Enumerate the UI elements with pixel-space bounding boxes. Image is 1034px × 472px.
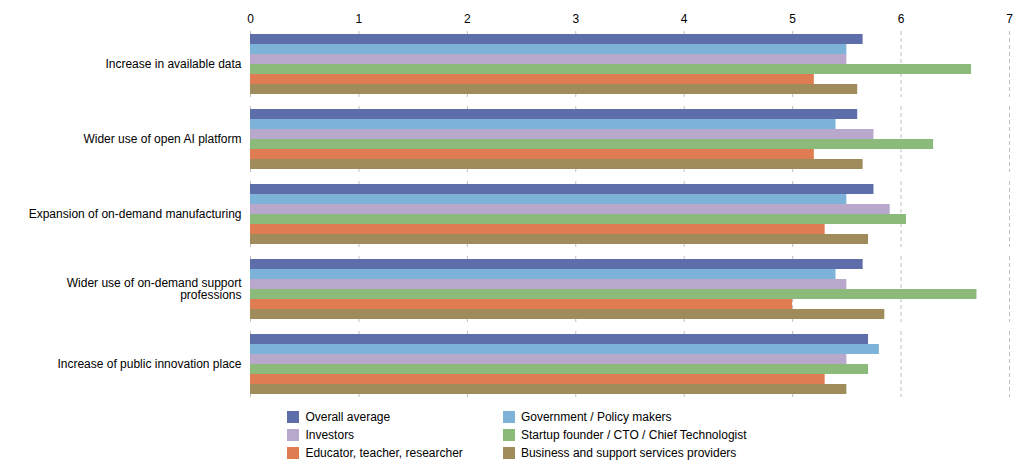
html-text:Educator, teacher, researcher: Educator, teacher, researcher <box>305 446 463 460</box>
svg-text:0: 0 <box>247 12 254 26</box>
html-text:Investors: Investors <box>305 428 355 442</box>
html-text:Business and support services: Business and support services providers <box>520 446 737 460</box>
svg-text:Wider use of on-demand support: Wider use of on-demand supportprofession… <box>67 276 242 302</box>
svg-text:4: 4 <box>681 12 688 26</box>
svg-text:2: 2 <box>464 12 471 26</box>
svg-text:7: 7 <box>1006 12 1013 26</box>
html-text:Overall average: Overall average <box>305 410 391 424</box>
svg-text:5: 5 <box>789 12 796 26</box>
html-text:Government / Policy makers: Government / Policy makers <box>520 410 672 424</box>
svg-text:3: 3 <box>572 12 579 26</box>
svg-text:1: 1 <box>356 12 363 26</box>
svg-text:Expansion of on-demand manufac: Expansion of on-demand manufacturing <box>29 207 242 221</box>
svg-text:6: 6 <box>898 12 905 26</box>
svg-text:Increase in available data: Increase in available data <box>105 57 241 71</box>
svg-text:Increase of public innovation: Increase of public innovation place <box>57 357 241 371</box>
svg-text:Wider use of open AI platform: Wider use of open AI platform <box>83 132 241 146</box>
html-text:Startup founder / CTO / Chief: Startup founder / CTO / Chief Technologi… <box>520 428 747 442</box>
